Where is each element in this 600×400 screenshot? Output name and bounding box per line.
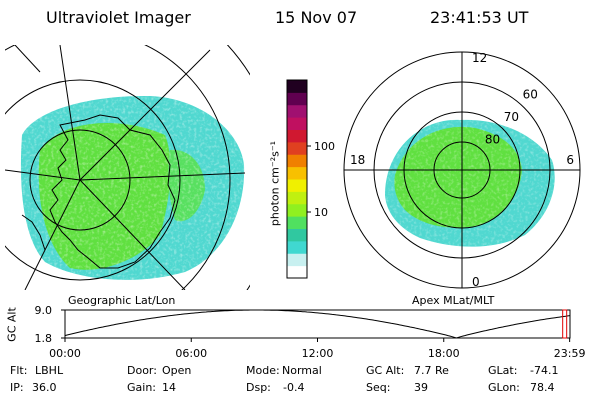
- info-key: Flt:: [10, 364, 28, 377]
- timeline-xtick-label: 18:00: [428, 347, 460, 360]
- colorbar-segment: [287, 154, 307, 168]
- timeline-ytick-label: 1.8: [35, 332, 53, 345]
- colorbar-segment: [287, 117, 307, 130]
- timeline-xtick-label: 06:00: [175, 347, 207, 360]
- right-panel-label: Apex MLat/MLT: [412, 294, 495, 307]
- time-label: 23:41:53 UT: [430, 8, 529, 27]
- info-value: 78.4: [530, 381, 555, 394]
- info-key: Door:: [127, 364, 157, 377]
- info-value: 39: [414, 381, 428, 394]
- colorbar-segment: [287, 203, 307, 217]
- timeline-xtick-label: 23:59: [554, 347, 586, 360]
- date-label: 15 Nov 07: [275, 8, 358, 27]
- altitude-timeline: 9.0 1.8 00:00 06:00 12:00 18:00 23:59: [35, 304, 586, 360]
- info-value: LBHL: [35, 364, 64, 377]
- geographic-map: [5, 45, 250, 290]
- info-value: Normal: [282, 364, 322, 377]
- colorbar-segment: [287, 191, 307, 205]
- mlat-label: 80: [485, 133, 500, 147]
- colorbar-segment: [287, 240, 307, 254]
- colorbar-unit-label: photon cm⁻²s⁻¹: [268, 140, 282, 227]
- info-value: Open: [162, 364, 192, 377]
- altitude-curve: [64, 309, 571, 339]
- mlt-label: 12: [472, 51, 487, 65]
- colorbar-tick-label: 10: [314, 206, 328, 219]
- info-key: Gain:: [127, 381, 156, 394]
- instrument-title: Ultraviolet Imager: [46, 8, 191, 27]
- timeline-ytick-label: 9.0: [35, 304, 53, 317]
- timeline-ylabel: GC Alt: [5, 307, 19, 342]
- colorbar-segment: [287, 80, 307, 93]
- mlt-label: 6: [566, 153, 574, 167]
- mlat-label: 70: [504, 110, 519, 124]
- colorbar-segment: [287, 104, 307, 118]
- colorbar: 100 10: [286, 79, 335, 279]
- info-value: 7.7 Re: [414, 364, 449, 377]
- mlat-label: 60: [523, 88, 538, 102]
- colorbar-segment: [287, 265, 307, 279]
- info-value: -74.1: [530, 364, 559, 377]
- mlt-label: 18: [350, 153, 365, 167]
- colorbar-segment: [287, 179, 307, 192]
- colorbar-segment: [287, 92, 307, 106]
- timeline-xtick-label: 00:00: [49, 347, 81, 360]
- colorbar-segment: [287, 228, 307, 242]
- timeline-xtick-label: 12:00: [302, 347, 334, 360]
- left-panel-label: Geographic Lat/Lon: [68, 294, 176, 307]
- info-key: IP:: [10, 381, 24, 394]
- colorbar-segment: [287, 129, 307, 143]
- info-key: Dsp:: [246, 381, 271, 394]
- colorbar-gradient: [287, 80, 307, 279]
- colorbar-segment: [287, 253, 307, 267]
- colorbar-segment: [287, 166, 307, 180]
- info-value: 36.0: [32, 381, 57, 394]
- colorbar-segment: [287, 216, 307, 229]
- info-key: GC Alt:: [366, 364, 405, 377]
- info-key: GLon:: [488, 381, 520, 394]
- info-key: Seq:: [366, 381, 391, 394]
- info-key: Mode:: [246, 364, 280, 377]
- mlt-label: 0: [472, 275, 480, 289]
- info-value: -0.4: [283, 381, 305, 394]
- colorbar-segment: [287, 141, 307, 155]
- info-value: 14: [162, 381, 176, 394]
- colorbar-tick-label: 100: [314, 140, 335, 153]
- info-key: GLat:: [488, 364, 518, 377]
- current-time-marker: [562, 309, 568, 339]
